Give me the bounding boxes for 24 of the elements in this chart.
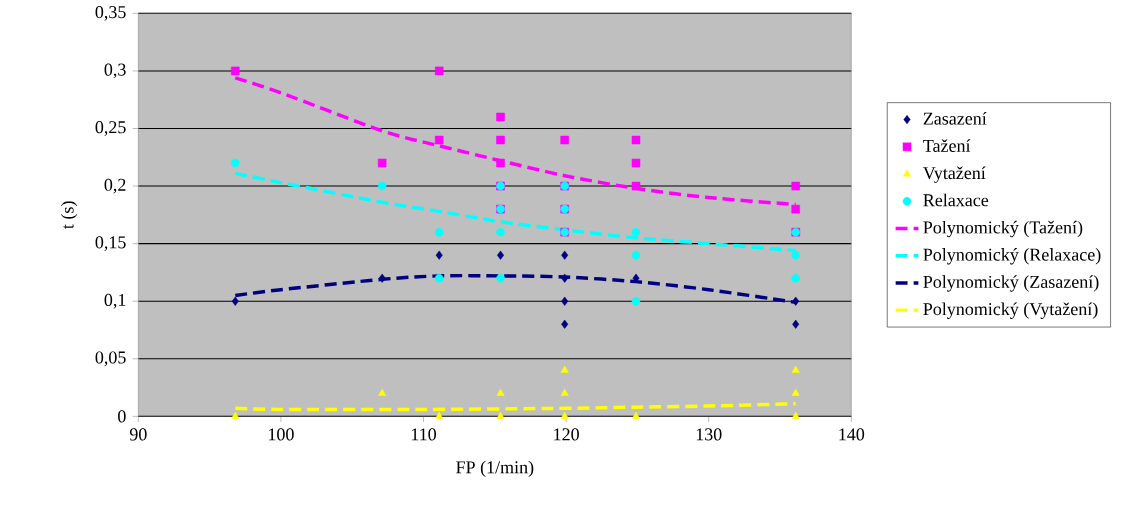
x-tick-label: 90 <box>129 428 147 441</box>
legend-label: Polynomický (Zasazení) <box>923 275 1099 292</box>
legend-label: Polynomický (Relaxace) <box>923 248 1101 265</box>
y-tick-label: 0,35 <box>95 6 126 21</box>
y-tick-label: 0,15 <box>95 236 126 252</box>
y-tick-label: 0,25 <box>95 121 126 137</box>
y-tick-label: 0,3 <box>104 63 126 79</box>
x-axis-title: FP (1/min) <box>456 460 534 478</box>
y-tick-label: 0,05 <box>95 351 126 367</box>
legend-label: Zasazení <box>923 112 987 125</box>
y-tick-label: 0,1 <box>104 294 126 309</box>
legend-label: Tažení <box>923 139 971 153</box>
legend-label: Relaxace <box>923 193 989 207</box>
legend-label: Vytažení <box>923 166 986 184</box>
x-tick-label: 130 <box>696 428 722 441</box>
x-tick-label: 120 <box>554 428 579 441</box>
x-tick-label: 100 <box>269 428 294 441</box>
y-tick-label: 0 <box>118 410 126 423</box>
legend-label: Polynomický (Tažení) <box>923 221 1083 238</box>
legend-label: Polynomický (Vytažení) <box>923 302 1098 320</box>
x-tick-label: 110 <box>411 428 437 441</box>
y-axis-title: t (s) <box>60 201 78 230</box>
y-tick-label: 0,2 <box>104 178 126 194</box>
x-tick-label: 140 <box>839 428 865 441</box>
